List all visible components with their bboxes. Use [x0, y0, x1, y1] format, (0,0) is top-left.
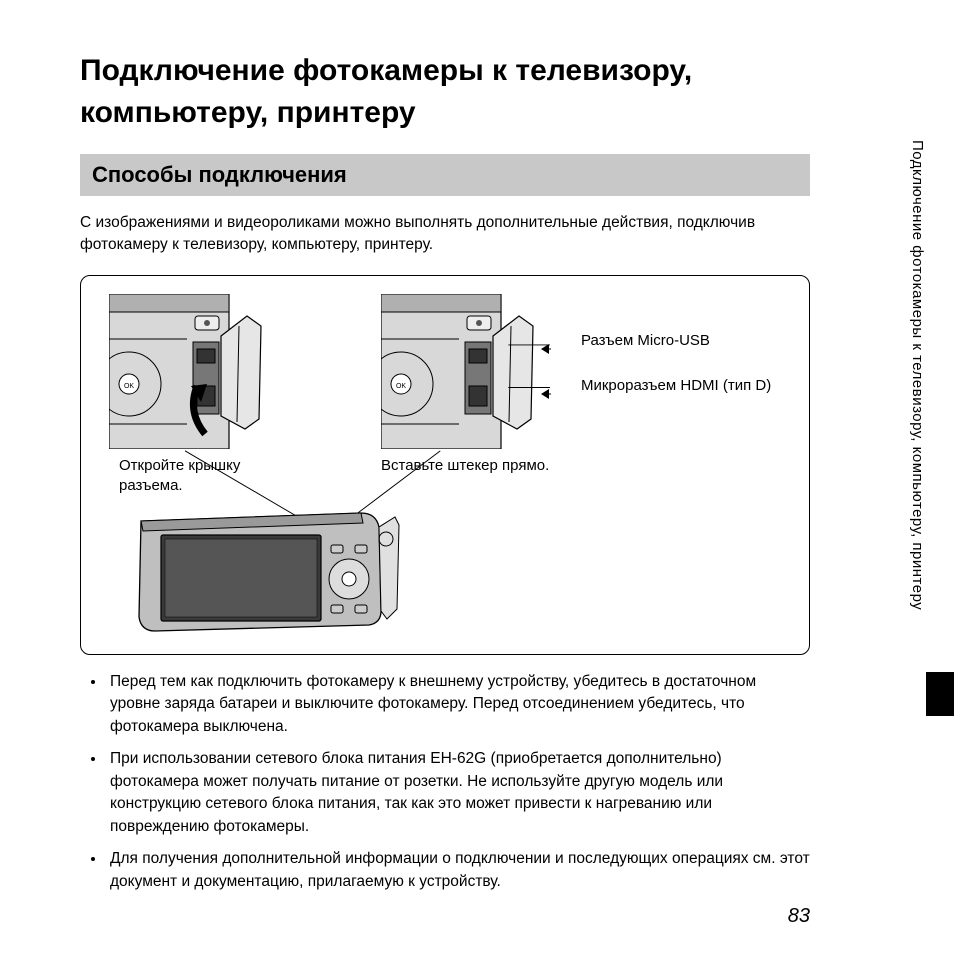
label-hdmi: Микроразъем HDMI (тип D)	[581, 376, 841, 396]
section-header: Способы подключения	[80, 154, 810, 196]
svg-text:OK: OK	[396, 383, 406, 390]
camera-full-illustration	[131, 501, 401, 636]
side-tab: Подключение фотокамеры к телевизору, ком…	[894, 140, 954, 730]
camera-detail-open-cover: OK	[109, 294, 279, 449]
svg-text:OK: OK	[124, 383, 134, 390]
page-number: 83	[788, 905, 810, 928]
connection-diagram: OK	[80, 275, 810, 655]
note-item: При использовании сетевого блока питания…	[106, 748, 810, 838]
camera-detail-insert-plug: OK	[381, 294, 551, 449]
note-item: Перед тем как подключить фотокамеру к вн…	[106, 671, 810, 738]
caption-insert: Вставьте штекер прямо.	[381, 456, 601, 476]
intro-text: С изображениями и видеороликами можно вы…	[80, 212, 810, 257]
notes-list: Перед тем как подключить фотокамеру к вн…	[80, 671, 810, 893]
side-tab-label: Подключение фотокамеры к телевизору, ком…	[909, 140, 926, 660]
note-item: Для получения дополнительной информации …	[106, 848, 810, 893]
thumb-tab	[926, 672, 954, 716]
caption-open-cover: Откройте крышку разъема.	[119, 456, 289, 497]
page-title: Подключение фотокамеры к телевизору, ком…	[80, 50, 810, 134]
label-micro-usb: Разъем Micro-USB	[581, 331, 801, 351]
